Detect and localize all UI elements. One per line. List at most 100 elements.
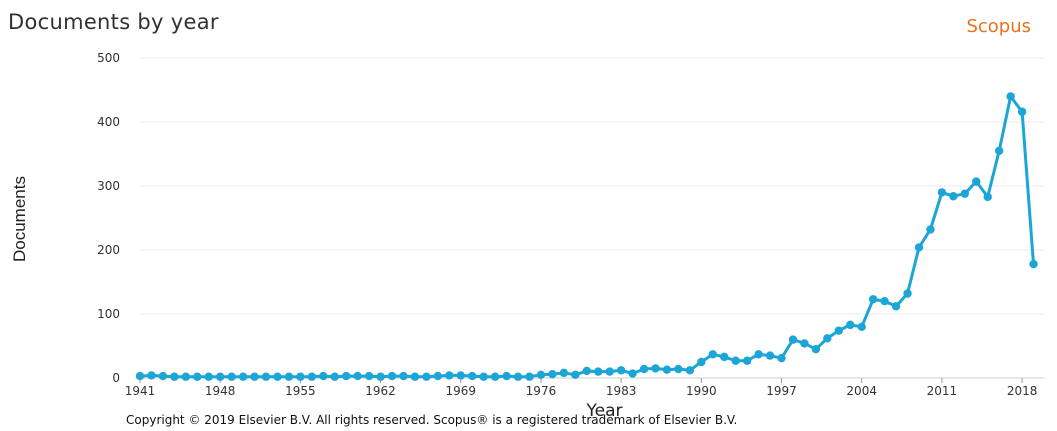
- data-point: [960, 189, 970, 198]
- data-point: [651, 364, 660, 373]
- data-point: [502, 371, 511, 381]
- data-point: [983, 192, 992, 202]
- data-point: [765, 351, 775, 360]
- x-tick-label: 1948: [205, 384, 236, 398]
- data-point: [685, 366, 695, 375]
- data-point: [742, 356, 752, 365]
- data-point: [353, 371, 362, 381]
- series-line: [139, 94, 1035, 379]
- x-tick-label: 1990: [686, 384, 717, 398]
- x-tick-label: 1976: [526, 384, 557, 398]
- data-point: [594, 367, 603, 376]
- data-point: [227, 372, 236, 381]
- chart-title: Documents by year: [8, 10, 219, 34]
- data-point: [777, 353, 786, 363]
- data-point: [628, 369, 637, 378]
- data-point: [330, 372, 339, 381]
- data-point: [170, 372, 179, 381]
- copyright-notice: Copyright © 2019 Elsevier B.V. All right…: [126, 413, 738, 427]
- data-point: [284, 372, 294, 381]
- x-tick-label: 1997: [766, 384, 797, 398]
- scopus-logo: Scopus: [966, 16, 1031, 37]
- data-point: [445, 371, 454, 380]
- data-point: [135, 371, 145, 381]
- data-point: [147, 371, 156, 380]
- x-tick-label: 1962: [365, 384, 396, 398]
- data-point: [857, 322, 866, 331]
- data-point: [479, 372, 488, 381]
- y-tick-label: 0: [112, 371, 120, 385]
- data-point: [903, 289, 912, 298]
- data-point: [399, 371, 408, 381]
- data-point: [433, 371, 443, 381]
- data-point: [868, 295, 878, 304]
- x-tick-label: 1955: [285, 384, 316, 398]
- data-point: [834, 326, 843, 335]
- data-point: [571, 370, 580, 379]
- data-point: [307, 372, 317, 381]
- data-point: [823, 334, 832, 343]
- data-point: [880, 297, 889, 306]
- x-tick-label: 1941: [125, 384, 156, 398]
- data-point: [788, 335, 798, 344]
- y-tick-label: 400: [97, 115, 120, 129]
- data-point: [387, 371, 397, 381]
- data-point: [1006, 92, 1015, 101]
- data-point: [926, 225, 935, 234]
- data-point: [891, 302, 901, 311]
- data-point: [250, 372, 259, 381]
- data-point: [548, 369, 557, 379]
- x-tick-label: 2004: [846, 384, 877, 398]
- y-tick-label: 300: [97, 179, 120, 193]
- data-point: [662, 365, 672, 374]
- data-point: [846, 320, 855, 330]
- data-point: [949, 192, 958, 201]
- data-point: [296, 372, 305, 381]
- y-tick-label: 200: [97, 243, 120, 257]
- data-point: [811, 345, 821, 354]
- data-point: [994, 146, 1004, 155]
- data-point: [490, 372, 500, 381]
- x-tick-label: 2011: [927, 384, 958, 398]
- data-point: [342, 371, 351, 381]
- y-tick-label: 100: [97, 307, 120, 321]
- data-point: [582, 366, 591, 376]
- data-point: [1029, 259, 1038, 269]
- data-point: [261, 372, 271, 381]
- data-point: [536, 370, 546, 379]
- data-point: [410, 372, 420, 381]
- x-tick-label: 1983: [606, 384, 637, 398]
- data-point: [605, 367, 614, 376]
- data-point: [376, 372, 385, 381]
- data-point: [204, 372, 213, 381]
- data-point: [456, 371, 465, 380]
- data-point: [193, 372, 202, 381]
- data-point: [720, 352, 729, 362]
- data-point: [238, 372, 248, 381]
- data-point: [319, 371, 328, 381]
- data-point: [1017, 107, 1027, 116]
- data-point: [559, 368, 569, 378]
- data-point: [754, 350, 763, 359]
- data-point: [513, 372, 523, 381]
- x-axis-title: Year: [586, 401, 623, 421]
- y-tick-label: 500: [97, 51, 120, 65]
- data-point: [273, 372, 282, 381]
- data-point: [914, 243, 924, 252]
- data-point: [800, 339, 809, 348]
- data-point: [364, 371, 374, 381]
- data-point: [158, 371, 168, 381]
- data-point: [639, 364, 649, 374]
- data-point: [731, 356, 740, 365]
- data-point: [972, 177, 981, 186]
- data-point: [616, 366, 626, 375]
- data-point: [181, 372, 191, 381]
- data-point: [697, 357, 706, 367]
- x-tick-label: 1969: [445, 384, 476, 398]
- data-point: [674, 364, 683, 374]
- data-point: [215, 372, 225, 381]
- data-point: [468, 371, 477, 381]
- x-tick-label: 2018: [1007, 384, 1038, 398]
- data-point: [525, 372, 534, 381]
